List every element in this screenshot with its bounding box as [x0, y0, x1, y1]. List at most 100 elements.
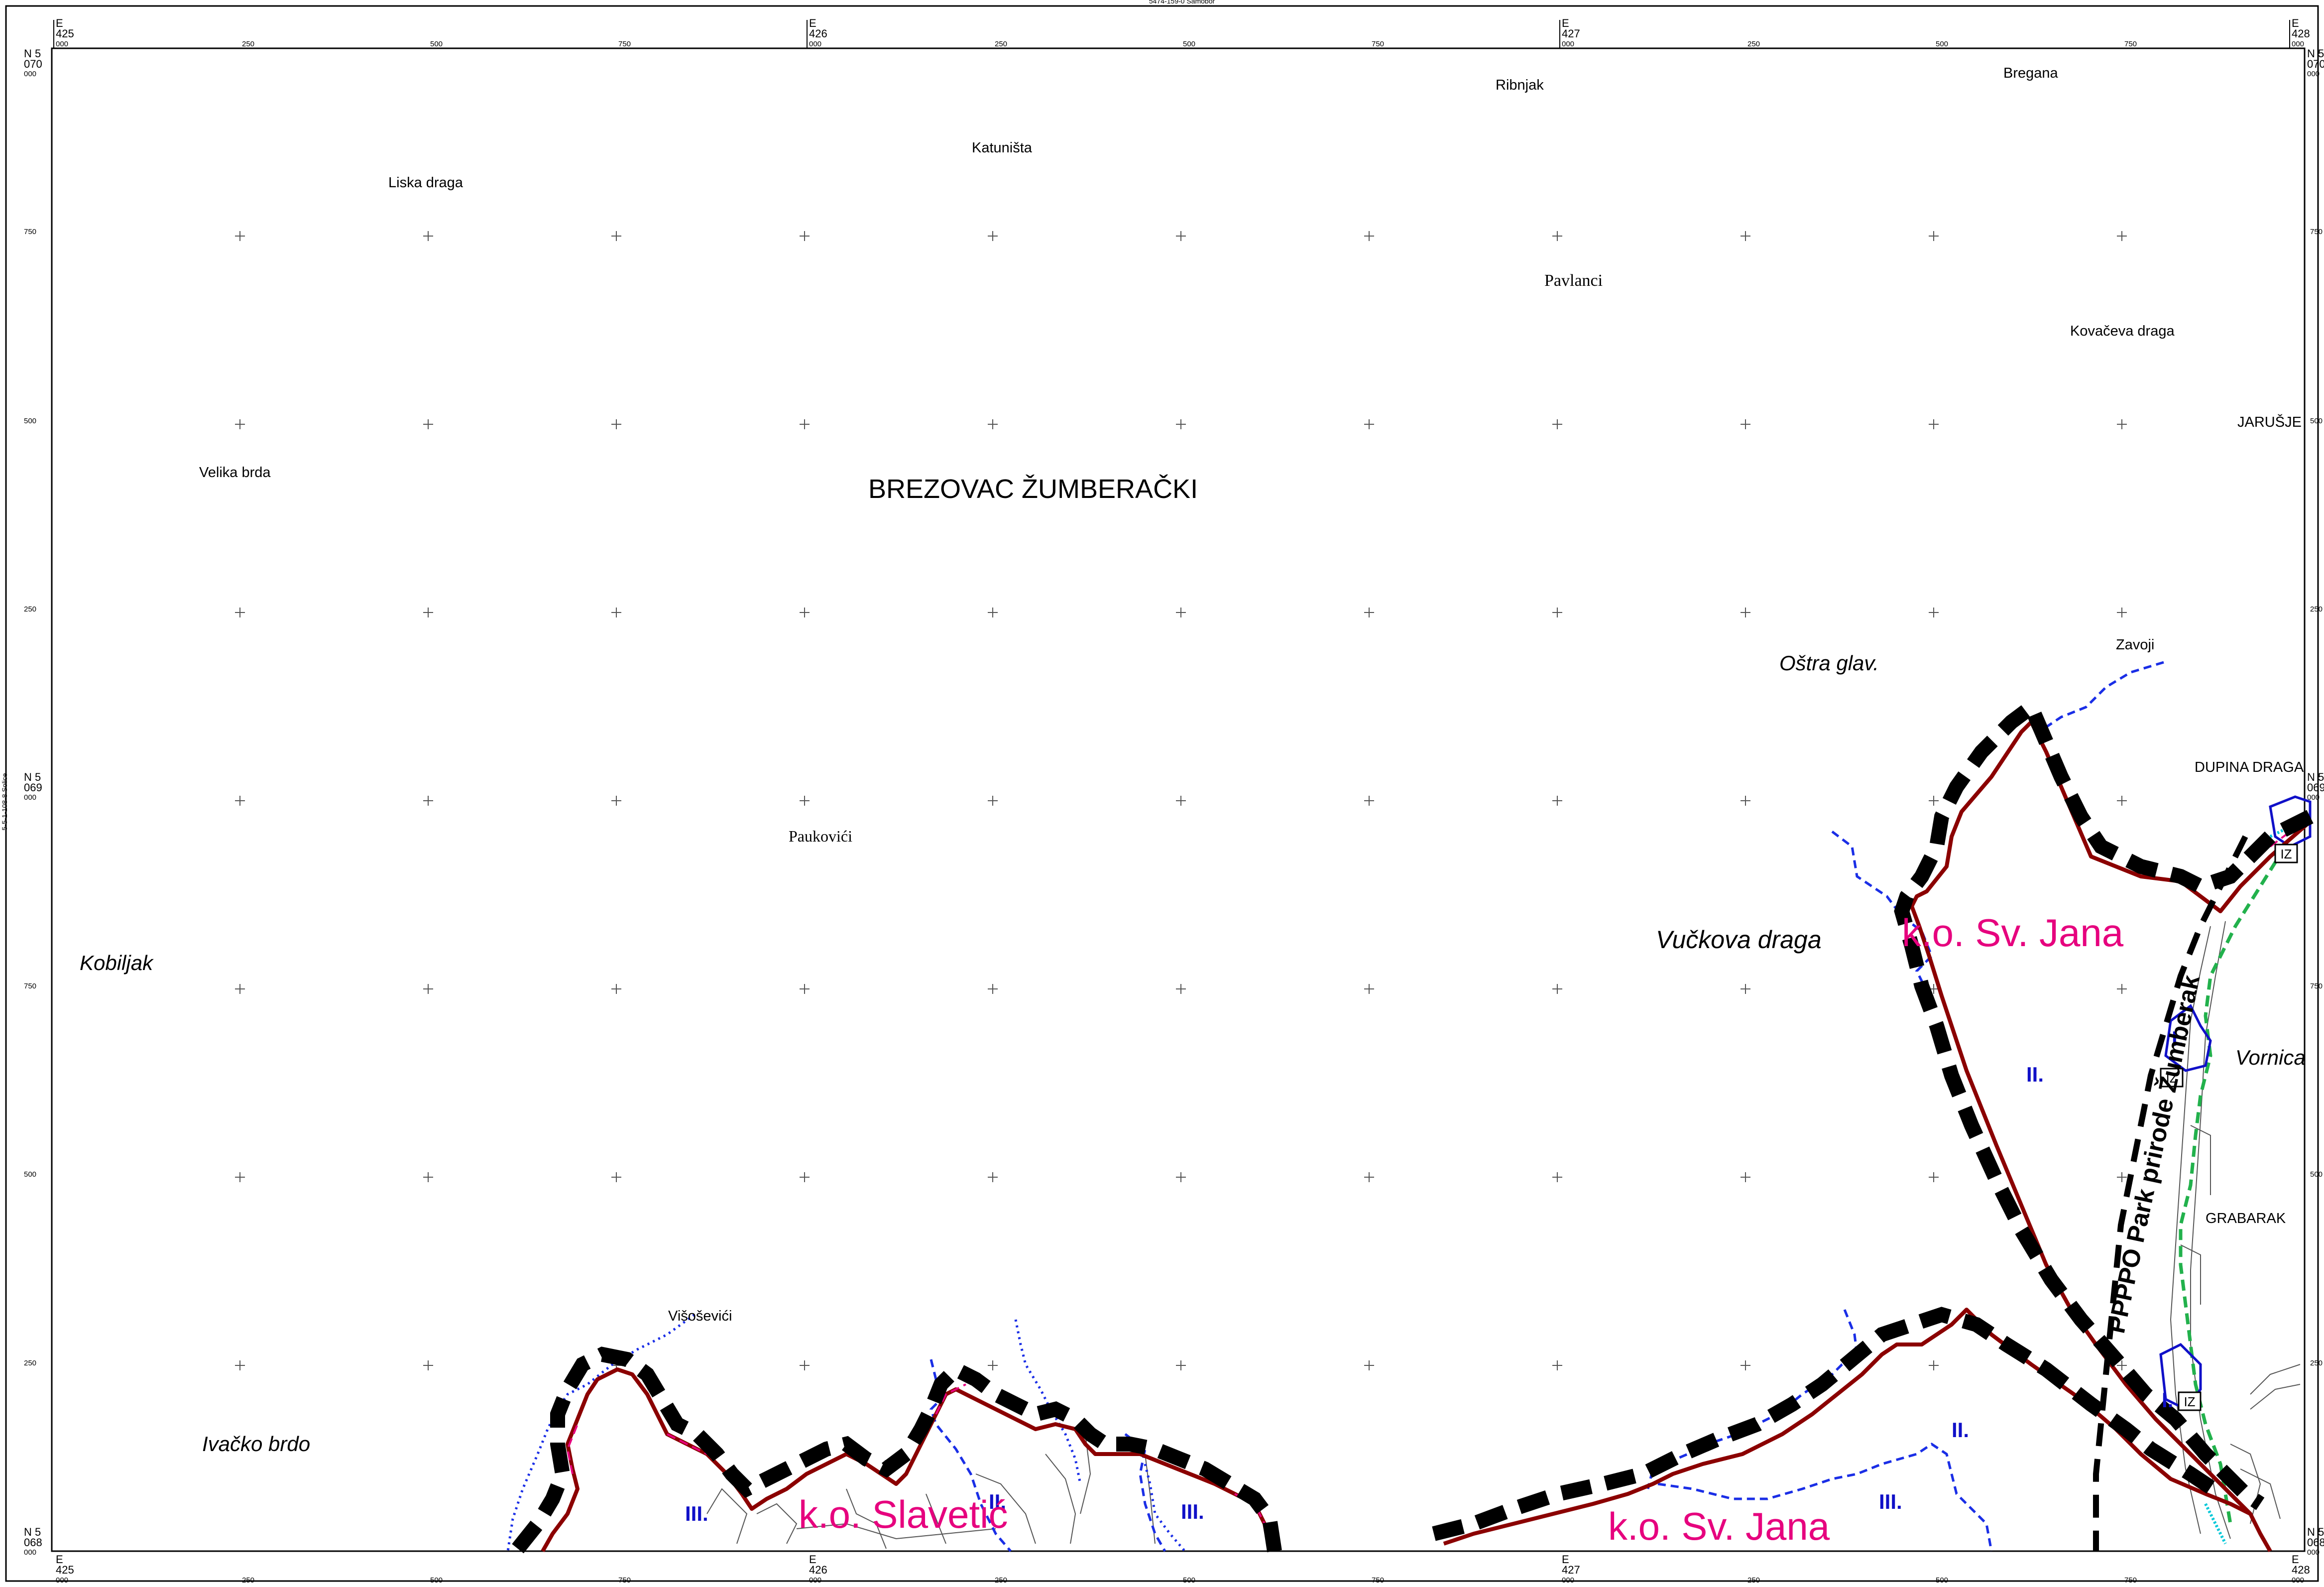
place-pavlanci: Pavlanci — [1544, 271, 1603, 290]
easting-minor: 500 — [430, 40, 443, 48]
grid-crosses — [235, 231, 2127, 1370]
grid-cross — [611, 796, 621, 806]
grid-cross — [1176, 1360, 1186, 1370]
place-ivacko-brdo: Ivačko brdo — [202, 1432, 310, 1456]
svg-text:E: E — [809, 1553, 816, 1566]
easting-minor: 250 — [1747, 40, 1760, 48]
grid-cross — [1176, 608, 1186, 617]
cadastral-labels: k.o. Sv. Jana k.o. Sv. Jana k.o. Slaveti… — [799, 911, 2124, 1548]
northing-labels-right: N 5 070 000 N 5 069 000 N 5 068 000 750 … — [2307, 47, 2324, 1557]
grid-cross — [423, 984, 433, 994]
grid-cross — [235, 231, 245, 241]
northing-minor: 250 — [24, 605, 36, 613]
boundary-sv-jana-upper — [1910, 720, 2312, 1552]
svg-text:000: 000 — [56, 1576, 68, 1585]
grid-cross — [1741, 419, 1750, 429]
grid-cross — [1552, 984, 1562, 994]
ko-sv-jana-upper-label: k.o. Sv. Jana — [1902, 911, 2124, 955]
grid-cross — [423, 608, 433, 617]
grid-cross — [1552, 796, 1562, 806]
svg-text:000: 000 — [2307, 793, 2320, 802]
grid-cross — [1176, 796, 1186, 806]
grid-cross — [2117, 1172, 2127, 1182]
svg-text:N 5: N 5 — [24, 47, 41, 60]
easting-minor: 750 — [1372, 1576, 1384, 1585]
place-visosevici: Višoševići — [668, 1308, 732, 1324]
grid-cross — [800, 1172, 810, 1182]
iz-marker: IZ — [2160, 1068, 2184, 1088]
grid-cross — [800, 984, 810, 994]
svg-text:427: 427 — [1562, 1564, 1580, 1576]
grid-cross — [2117, 231, 2127, 241]
easting-label: E 425 000 — [56, 1553, 74, 1585]
grid-cross — [1552, 608, 1562, 617]
easting-minor: 750 — [1372, 40, 1384, 48]
svg-text:E: E — [809, 17, 816, 29]
park-boundaries — [512, 695, 2314, 1554]
grid-cross — [1741, 1172, 1750, 1182]
streams — [930, 661, 2164, 1552]
easting-minor: 750 — [2124, 40, 2137, 48]
svg-text:426: 426 — [809, 1564, 827, 1576]
place-bregana: Bregana — [2003, 65, 2059, 81]
svg-text:000: 000 — [24, 70, 36, 78]
northing-minor: 250 — [2310, 1359, 2323, 1367]
grid-cross — [2117, 608, 2127, 617]
northing-label: N 5 070 000 — [2307, 47, 2324, 78]
grid-cross — [611, 419, 621, 429]
grid-cross — [800, 231, 810, 241]
green-dashed-route — [2179, 846, 2287, 1524]
place-katunista: Katuništa — [972, 140, 1033, 156]
svg-text:N 5: N 5 — [2307, 47, 2324, 60]
grid-cross — [235, 608, 245, 617]
iz-marker: IZ — [2274, 844, 2298, 863]
streams-dotted — [506, 1313, 1186, 1552]
svg-text:IZ: IZ — [2280, 847, 2292, 861]
svg-text:000: 000 — [1562, 1576, 1574, 1585]
grid-cross — [1741, 796, 1750, 806]
place-ribnjak: Ribnjak — [1496, 77, 1544, 93]
boundary-sv-jana-lower — [1443, 1308, 2251, 1546]
ko-sv-jana-lower-label: k.o. Sv. Jana — [1608, 1504, 1830, 1548]
grid-cross — [611, 231, 621, 241]
svg-text:IZ: IZ — [2184, 1394, 2195, 1409]
grid-cross — [2117, 796, 2127, 806]
zone-label-II: II. — [2026, 1063, 2044, 1086]
place-brezovac-zumberacki: BREZOVAC ŽUMBERAČKI — [868, 474, 1198, 504]
svg-text:000: 000 — [2307, 1548, 2320, 1557]
place-dupina-draga: DUPINA DRAGA — [2195, 759, 2304, 775]
svg-text:000: 000 — [2292, 1576, 2304, 1585]
municipal-boundaries — [541, 720, 2312, 1552]
grid-cross — [1929, 1172, 1939, 1182]
easting-minor: 750 — [618, 1576, 631, 1585]
grid-cross — [800, 796, 810, 806]
zone-label-II: II. — [989, 1490, 1006, 1513]
easting-labels-bottom: E 425 000 E 426 000 E 427 000 E 428 000 … — [56, 1553, 2310, 1585]
grid-cross — [1741, 608, 1750, 617]
iz-marker: IZ — [2178, 1391, 2202, 1411]
place-vuckova-draga: Vučkova draga — [1656, 926, 1822, 954]
northing-label: N 5 069 000 — [2307, 771, 2324, 802]
northing-minor: 750 — [24, 982, 36, 990]
grid-cross — [800, 419, 810, 429]
grid-cross — [1552, 419, 1562, 429]
zone-label-I: I. — [2172, 1027, 2183, 1050]
grid-cross — [423, 796, 433, 806]
easting-label: E 428 000 — [2289, 17, 2310, 48]
svg-text:000: 000 — [56, 40, 68, 48]
svg-text:069: 069 — [2307, 781, 2324, 794]
zone-I-outlines — [2159, 795, 2312, 1411]
easting-label: E 425 000 — [53, 17, 74, 48]
easting-label: E 427 000 — [1559, 17, 1580, 48]
grid-cross — [2117, 1360, 2127, 1370]
grid-cross — [235, 984, 245, 994]
svg-text:E: E — [1562, 17, 1569, 29]
svg-text:070: 070 — [2307, 58, 2324, 70]
northing-label: N 5 068 000 — [24, 1526, 42, 1557]
zone-label-II: II. — [1952, 1418, 1969, 1442]
easting-minor: 250 — [242, 40, 254, 48]
easting-minor: 500 — [1936, 40, 1948, 48]
svg-text:069: 069 — [24, 781, 42, 794]
easting-label: E 428 000 — [2292, 1553, 2310, 1585]
grid-cross — [423, 1360, 433, 1370]
